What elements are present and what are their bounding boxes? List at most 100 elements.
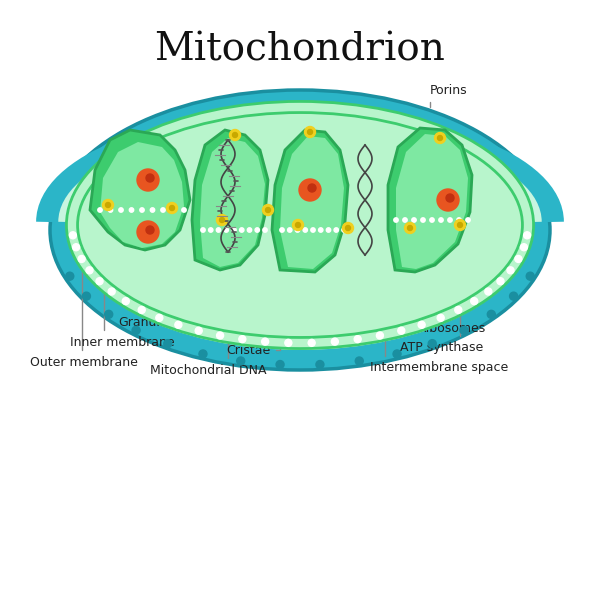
Circle shape [308,130,313,134]
Circle shape [507,267,514,274]
Circle shape [448,218,452,222]
Circle shape [98,208,102,212]
Circle shape [146,226,154,234]
Circle shape [130,208,134,212]
Circle shape [460,326,468,334]
Circle shape [239,228,244,232]
Circle shape [404,223,415,233]
Circle shape [295,228,300,232]
Text: Mitochondrion: Mitochondrion [155,31,445,68]
Circle shape [439,218,443,222]
Circle shape [524,232,530,239]
Circle shape [455,220,466,230]
Circle shape [161,208,165,212]
Circle shape [233,133,238,137]
Circle shape [485,288,492,295]
Circle shape [239,335,246,343]
Circle shape [237,357,245,365]
Circle shape [354,335,361,343]
Circle shape [428,340,436,347]
Circle shape [393,350,401,358]
Circle shape [308,340,315,346]
Circle shape [224,228,229,232]
Circle shape [403,218,407,222]
Circle shape [421,218,425,222]
Circle shape [170,205,175,211]
Circle shape [103,199,113,211]
Circle shape [66,272,74,280]
Circle shape [137,221,159,243]
Circle shape [466,218,470,222]
Polygon shape [90,130,190,250]
Circle shape [487,310,495,319]
Polygon shape [272,130,348,272]
Circle shape [108,288,115,295]
Circle shape [175,322,182,328]
Circle shape [73,244,80,251]
Circle shape [137,169,159,191]
Circle shape [316,361,324,368]
Circle shape [182,208,186,212]
Circle shape [132,326,140,334]
Text: Matrix: Matrix [259,218,310,335]
Circle shape [308,184,316,192]
Polygon shape [100,142,184,248]
Ellipse shape [68,106,532,350]
Circle shape [220,217,224,223]
Circle shape [296,223,301,227]
Text: Granule: Granule [118,195,167,329]
Circle shape [232,228,236,232]
Circle shape [346,226,350,230]
Polygon shape [388,128,472,272]
Circle shape [455,307,462,313]
Circle shape [140,208,144,212]
Circle shape [287,228,292,232]
Text: Intermembrane space: Intermembrane space [370,245,508,374]
Text: ATP synthase: ATP synthase [400,227,483,355]
Circle shape [334,228,338,232]
Text: Inner membrane: Inner membrane [70,221,175,349]
Circle shape [398,327,405,334]
Circle shape [520,244,527,251]
Circle shape [172,208,176,212]
Circle shape [108,208,113,212]
Circle shape [285,340,292,346]
Circle shape [247,228,252,232]
Circle shape [217,228,221,232]
Circle shape [299,179,321,201]
Circle shape [195,327,202,334]
Circle shape [106,202,110,208]
Polygon shape [200,138,265,267]
Circle shape [146,174,154,182]
Circle shape [458,223,463,227]
Circle shape [105,310,113,319]
Circle shape [201,228,205,232]
Circle shape [437,136,443,140]
Ellipse shape [50,90,550,370]
Circle shape [138,307,145,313]
Ellipse shape [72,107,528,343]
Circle shape [526,272,534,280]
Circle shape [276,361,284,368]
Circle shape [311,228,315,232]
Circle shape [209,228,213,232]
Circle shape [217,214,227,226]
Circle shape [156,314,163,322]
Circle shape [122,298,129,305]
Polygon shape [280,136,344,269]
Circle shape [437,189,459,211]
Text: Porins: Porins [430,83,467,107]
Circle shape [437,314,444,322]
Circle shape [151,208,155,212]
Circle shape [446,194,454,202]
Circle shape [96,278,103,285]
Circle shape [167,202,178,214]
Circle shape [394,218,398,222]
Circle shape [319,228,323,232]
Text: Mitochondrial DNA: Mitochondrial DNA [150,253,266,377]
Circle shape [119,208,123,212]
Circle shape [497,278,504,285]
Circle shape [82,292,91,300]
Circle shape [457,218,461,222]
Circle shape [515,256,522,262]
